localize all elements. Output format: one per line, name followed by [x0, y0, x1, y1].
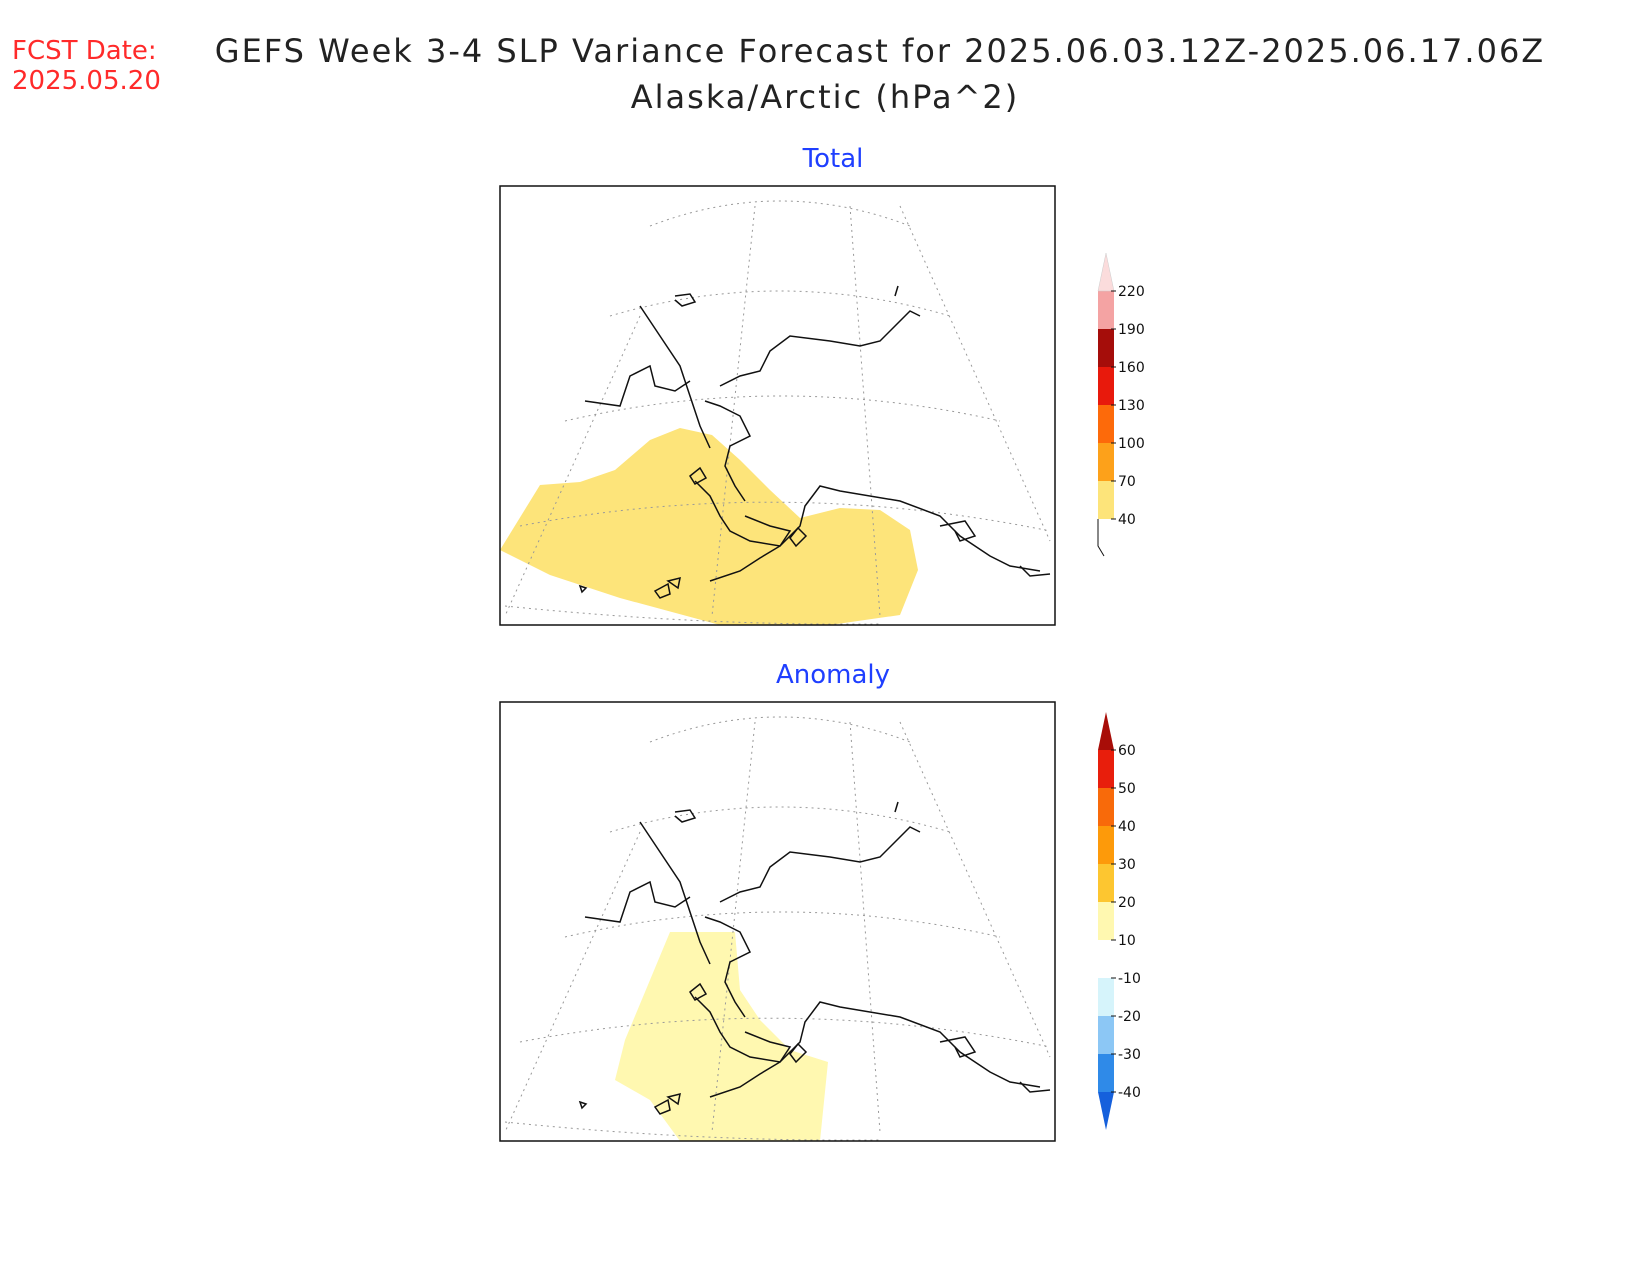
colorbar-anomaly: -40 -30 -20 -10 10 20 30 40 50 60: [1098, 712, 1141, 1130]
colorbar-anomaly-arrow-bottom: [1098, 1092, 1114, 1130]
colorbar-anomaly-label: 60: [1118, 743, 1136, 759]
chart-subtitle: Alaska/Arctic (hPa^2): [630, 78, 1020, 116]
colorbar-anomaly-segment: [1098, 1054, 1114, 1092]
map-anomaly-frame: [499, 701, 1056, 1142]
chart-title: GEFS Week 3-4 SLP Variance Forecast for …: [214, 32, 1546, 70]
colorbar-total-tail: [1097, 519, 1105, 557]
colorbar-anomaly-label: 20: [1118, 895, 1136, 911]
colorbar-anomaly-segment: [1098, 1016, 1114, 1054]
colorbar-total: 40 70 100 130 160 190 220: [1097, 252, 1145, 557]
variance-region-total: [500, 428, 918, 625]
panel-title-anomaly: Anomaly: [775, 660, 891, 690]
panel-title-total: Total: [802, 144, 864, 174]
forecast-date: FCST Date: 2025.05.20: [12, 36, 161, 96]
colorbar-anomaly-segment: [1098, 902, 1114, 940]
forecast-date-label: FCST Date:: [12, 36, 157, 66]
colorbar-anomaly-segment: [1098, 940, 1114, 978]
colorbar-total-label: 130: [1118, 398, 1145, 414]
colorbar-anomaly-segment: [1098, 978, 1114, 1016]
map-total: [499, 185, 1056, 626]
colorbar-anomaly-label: 30: [1118, 857, 1136, 873]
colorbar-total-label: 70: [1118, 474, 1136, 490]
colorbar-anomaly-segment: [1098, 750, 1114, 788]
colorbar-total-segment: [1098, 329, 1114, 367]
forecast-date-value: 2025.05.20: [12, 66, 161, 96]
colorbar-total-label: 160: [1118, 360, 1145, 376]
colorbar-anomaly-label: 50: [1118, 781, 1136, 797]
colorbar-total-label: 100: [1118, 436, 1145, 452]
colorbar-total-label: 190: [1118, 322, 1145, 338]
colorbar-anomaly-label: 40: [1118, 819, 1136, 835]
colorbar-total-arrow: [1097, 252, 1115, 292]
colorbar-total-segment: [1098, 291, 1114, 329]
colorbar-anomaly-label: -30: [1118, 1047, 1141, 1063]
map-total-frame: [499, 185, 1056, 626]
colorbar-anomaly-label: 10: [1118, 933, 1136, 949]
colorbar-total-segment: [1098, 405, 1114, 443]
colorbar-anomaly-segment: [1098, 788, 1114, 826]
anomaly-region: [615, 932, 828, 1141]
colorbar-total-label: 40: [1118, 512, 1136, 528]
map-anomaly: [499, 701, 1056, 1142]
colorbar-total-segment: [1098, 367, 1114, 405]
colorbar-anomaly-label: -20: [1118, 1009, 1141, 1025]
colorbar-total-segment: [1098, 481, 1114, 519]
colorbar-anomaly-segment: [1098, 826, 1114, 864]
colorbar-total-segment: [1098, 443, 1114, 481]
colorbar-total-label: 220: [1118, 284, 1145, 300]
colorbar-anomaly-arrow-top: [1098, 712, 1114, 750]
colorbar-anomaly-segment: [1098, 864, 1114, 902]
colorbar-anomaly-label: -10: [1118, 971, 1141, 987]
colorbar-anomaly-label: -40: [1118, 1085, 1141, 1101]
